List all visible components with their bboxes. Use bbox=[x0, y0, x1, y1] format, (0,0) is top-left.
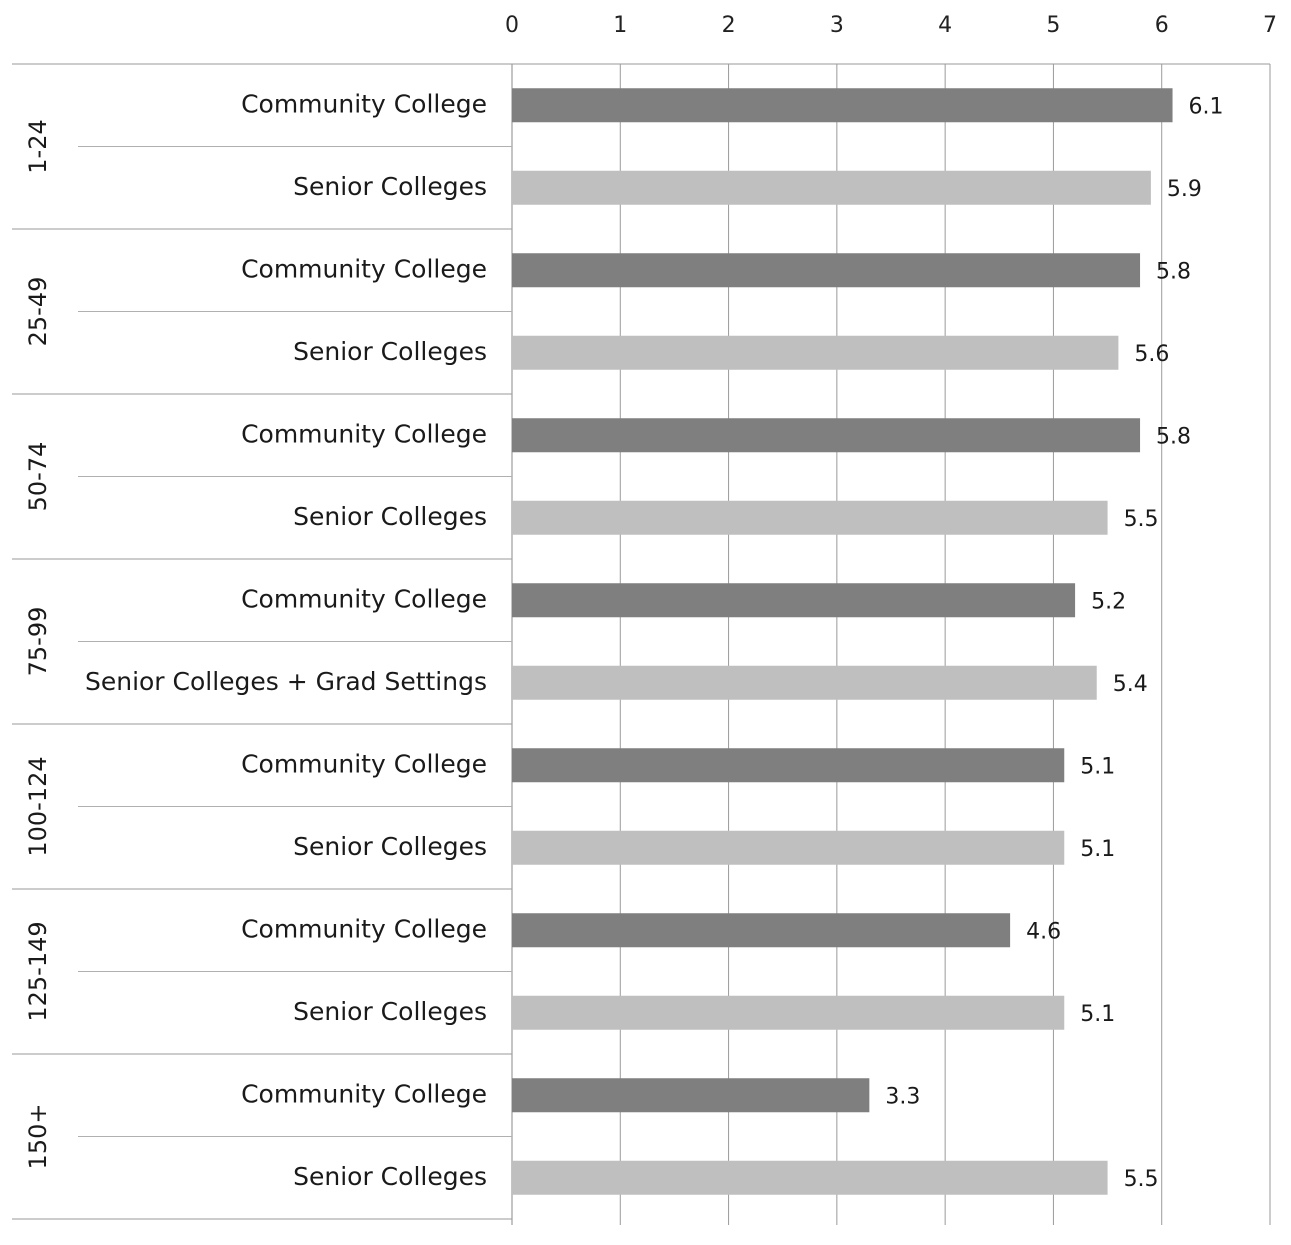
group-label: 100-124 bbox=[24, 756, 52, 856]
bar bbox=[512, 170, 1151, 205]
category-label: Community College bbox=[241, 914, 487, 943]
category-label: Community College bbox=[241, 254, 487, 283]
data-label: 5.2 bbox=[1091, 589, 1126, 614]
data-label: 5.5 bbox=[1124, 1167, 1159, 1192]
category-label: Senior Colleges bbox=[293, 1162, 487, 1191]
group-label: 150+ bbox=[24, 1104, 52, 1170]
bar bbox=[512, 418, 1141, 453]
data-label: 3.3 bbox=[885, 1084, 920, 1109]
x-tick-label: 4 bbox=[938, 13, 952, 38]
category-label: Senior Colleges bbox=[293, 832, 487, 861]
group-labels: 1-24 25-49 50-74 75-99 100-124 125-149 150+ bbox=[24, 119, 52, 1169]
x-tick-label: 7 bbox=[1263, 13, 1277, 38]
x-tick-label: 6 bbox=[1155, 13, 1169, 38]
category-label: Senior Colleges bbox=[293, 997, 487, 1026]
axis-frame bbox=[12, 63, 1270, 1225]
bar bbox=[512, 748, 1065, 783]
x-tick-label: 2 bbox=[722, 13, 736, 38]
x-tick-label: 5 bbox=[1046, 13, 1060, 38]
bar bbox=[512, 500, 1108, 535]
bar bbox=[512, 1078, 870, 1113]
bar bbox=[512, 995, 1065, 1030]
bar bbox=[512, 335, 1119, 370]
gridlines bbox=[619, 64, 1271, 1225]
category-label: Community College bbox=[241, 89, 487, 118]
data-label: 5.8 bbox=[1156, 259, 1191, 284]
bar bbox=[512, 830, 1065, 865]
x-tick-label: 3 bbox=[830, 13, 844, 38]
x-tick-label: 0 bbox=[505, 13, 519, 38]
group-label: 75-99 bbox=[24, 607, 52, 677]
bar bbox=[512, 913, 1011, 948]
category-label: Senior Colleges + Grad Settings bbox=[85, 667, 487, 696]
bar bbox=[512, 253, 1141, 288]
data-label: 5.1 bbox=[1080, 837, 1115, 862]
bar bbox=[512, 583, 1076, 618]
data-label: 5.8 bbox=[1156, 424, 1191, 449]
bar bbox=[512, 665, 1097, 700]
bar bbox=[512, 1160, 1108, 1195]
category-label: Senior Colleges bbox=[293, 172, 487, 201]
bar bbox=[512, 88, 1173, 123]
data-label: 6.1 bbox=[1189, 94, 1224, 119]
data-label: 5.9 bbox=[1167, 177, 1202, 202]
category-label: Senior Colleges bbox=[293, 337, 487, 366]
value-labels: 6.1 5.9 5.8 5.6 5.8 5.5 5.2 5.4 5.1 5.1 4.6 5.1 3.3 5… bbox=[885, 94, 1223, 1192]
category-label: Community College bbox=[241, 584, 487, 613]
x-axis-ticks: 0 1 2 3 4 5 6 7 bbox=[505, 13, 1277, 38]
data-label: 5.1 bbox=[1080, 754, 1115, 779]
data-label: 5.1 bbox=[1080, 1002, 1115, 1027]
data-label: 5.6 bbox=[1134, 342, 1169, 367]
group-label: 125-149 bbox=[24, 921, 52, 1021]
bars bbox=[512, 88, 1173, 1195]
data-label: 4.6 bbox=[1026, 919, 1061, 944]
group-label: 50-74 bbox=[24, 442, 52, 512]
category-label: Community College bbox=[241, 1079, 487, 1108]
x-tick-label: 1 bbox=[613, 13, 627, 38]
group-label: 1-24 bbox=[24, 119, 52, 173]
category-labels: Community College Senior Colleges Communit… bbox=[85, 89, 487, 1191]
data-label: 5.4 bbox=[1113, 672, 1148, 697]
category-label: Community College bbox=[241, 749, 487, 778]
group-label: 25-49 bbox=[24, 277, 52, 347]
data-label: 5.5 bbox=[1124, 507, 1159, 532]
category-label: Senior Colleges bbox=[293, 502, 487, 531]
category-label: Community College bbox=[241, 419, 487, 448]
